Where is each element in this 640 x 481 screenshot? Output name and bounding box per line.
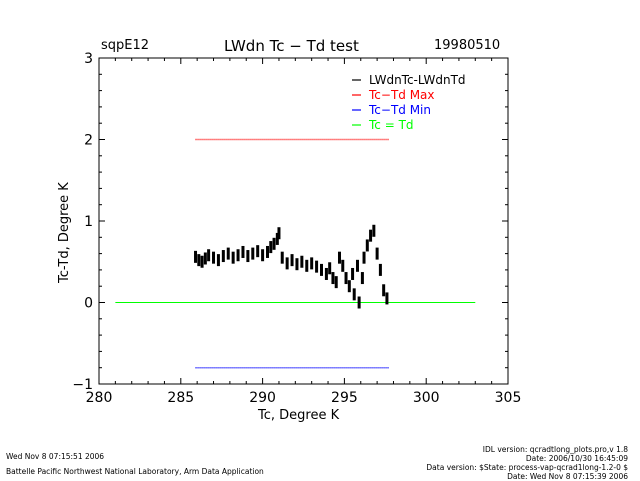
- data-point: [362, 251, 366, 264]
- data-point: [337, 251, 341, 264]
- data-point: [351, 267, 355, 280]
- x-tick-label: 290: [249, 390, 276, 406]
- y-tick-label: 1: [84, 214, 93, 230]
- axis-ticks: 280 285 290 295 300 305 −1 0 1 2 3: [72, 51, 521, 406]
- data-point: [200, 255, 204, 268]
- data-point: [275, 232, 279, 245]
- footer-timestamp: Wed Nov 8 07:15:51 2006: [6, 452, 105, 461]
- data-point: [285, 257, 289, 270]
- data-point: [269, 241, 273, 254]
- legend-label: Tc = Td: [368, 118, 414, 132]
- data-point: [212, 251, 216, 264]
- data-point: [328, 262, 332, 275]
- y-tick-label: 2: [84, 133, 93, 149]
- data-point: [385, 292, 389, 305]
- data-point: [315, 260, 319, 273]
- data-point: [251, 247, 255, 260]
- data-point: [194, 250, 198, 263]
- legend-label: Tc−Td Min: [368, 103, 431, 117]
- site-label: sqpE12: [101, 38, 150, 53]
- data-point: [357, 296, 361, 309]
- x-tick-label: 295: [331, 390, 358, 406]
- data-point: [365, 239, 369, 252]
- data-point: [290, 254, 294, 267]
- data-point: [331, 272, 335, 285]
- legend-label: LWdnTc-LWdnTd: [369, 73, 466, 87]
- y-tick-label: −1: [72, 377, 93, 393]
- reference-lines: [115, 138, 476, 369]
- date-label: 19980510: [434, 38, 501, 53]
- data-point: [305, 259, 309, 272]
- x-tick-label: 285: [167, 390, 194, 406]
- data-point: [310, 257, 314, 270]
- footer-data-version: Data version: $State: process-vap-qcrad1…: [426, 463, 628, 472]
- data-point: [261, 249, 265, 262]
- plot-frame: [98, 57, 509, 385]
- y-tick-label: 3: [84, 51, 93, 67]
- footer-data-date: Date: Wed Nov 8 07:15:39 2006: [507, 472, 628, 481]
- footer-idl-version: IDL version: qcradtlong_plots.pro,v 1.8: [482, 445, 628, 454]
- data-point: [216, 254, 220, 267]
- data-point: [226, 247, 230, 260]
- data-point: [372, 224, 376, 237]
- data-point: [355, 259, 359, 272]
- data-point: [375, 247, 379, 260]
- data-point: [360, 272, 364, 285]
- data-point: [280, 251, 284, 264]
- data-point: [334, 276, 338, 289]
- data-point: [197, 254, 201, 267]
- scatter-points: [194, 224, 389, 309]
- data-point: [241, 245, 245, 258]
- data-point: [369, 229, 373, 242]
- chart-title: LWdn Tc − Td test: [224, 37, 359, 55]
- data-point: [256, 245, 260, 258]
- data-point: [231, 251, 235, 264]
- x-axis-label: Tc, Degree K: [257, 408, 340, 423]
- data-point: [347, 280, 351, 293]
- data-point: [266, 245, 270, 258]
- data-point: [272, 237, 276, 250]
- y-axis-label: Tc-Td, Degree K: [57, 182, 72, 284]
- footer-lab: Battelle Pacific Northwest National Labo…: [6, 467, 264, 476]
- data-point: [203, 252, 207, 265]
- footer-right: IDL version: qcradtlong_plots.pro,v 1.8 …: [426, 445, 628, 481]
- data-point: [300, 255, 304, 268]
- data-point: [277, 227, 281, 240]
- data-point: [207, 249, 211, 262]
- data-point: [295, 258, 299, 271]
- data-point: [378, 263, 382, 276]
- data-point: [344, 272, 348, 285]
- x-tick-label: 300: [413, 390, 440, 406]
- data-point: [341, 259, 345, 272]
- data-point: [236, 249, 240, 262]
- data-point: [246, 250, 250, 263]
- footer-left: Wed Nov 8 07:15:51 2006 Battelle Pacific…: [6, 452, 264, 476]
- data-point: [324, 267, 328, 280]
- x-tick-label: 305: [495, 390, 522, 406]
- data-point: [352, 288, 356, 301]
- data-point: [382, 284, 386, 297]
- data-point: [319, 263, 323, 276]
- data-point: [221, 250, 225, 263]
- footer-idl-date: Date: 2006/10/30 16:45:09: [525, 454, 628, 463]
- y-tick-label: 0: [84, 296, 93, 312]
- x-tick-label: 280: [86, 390, 113, 406]
- legend-label: Tc−Td Max: [368, 88, 435, 102]
